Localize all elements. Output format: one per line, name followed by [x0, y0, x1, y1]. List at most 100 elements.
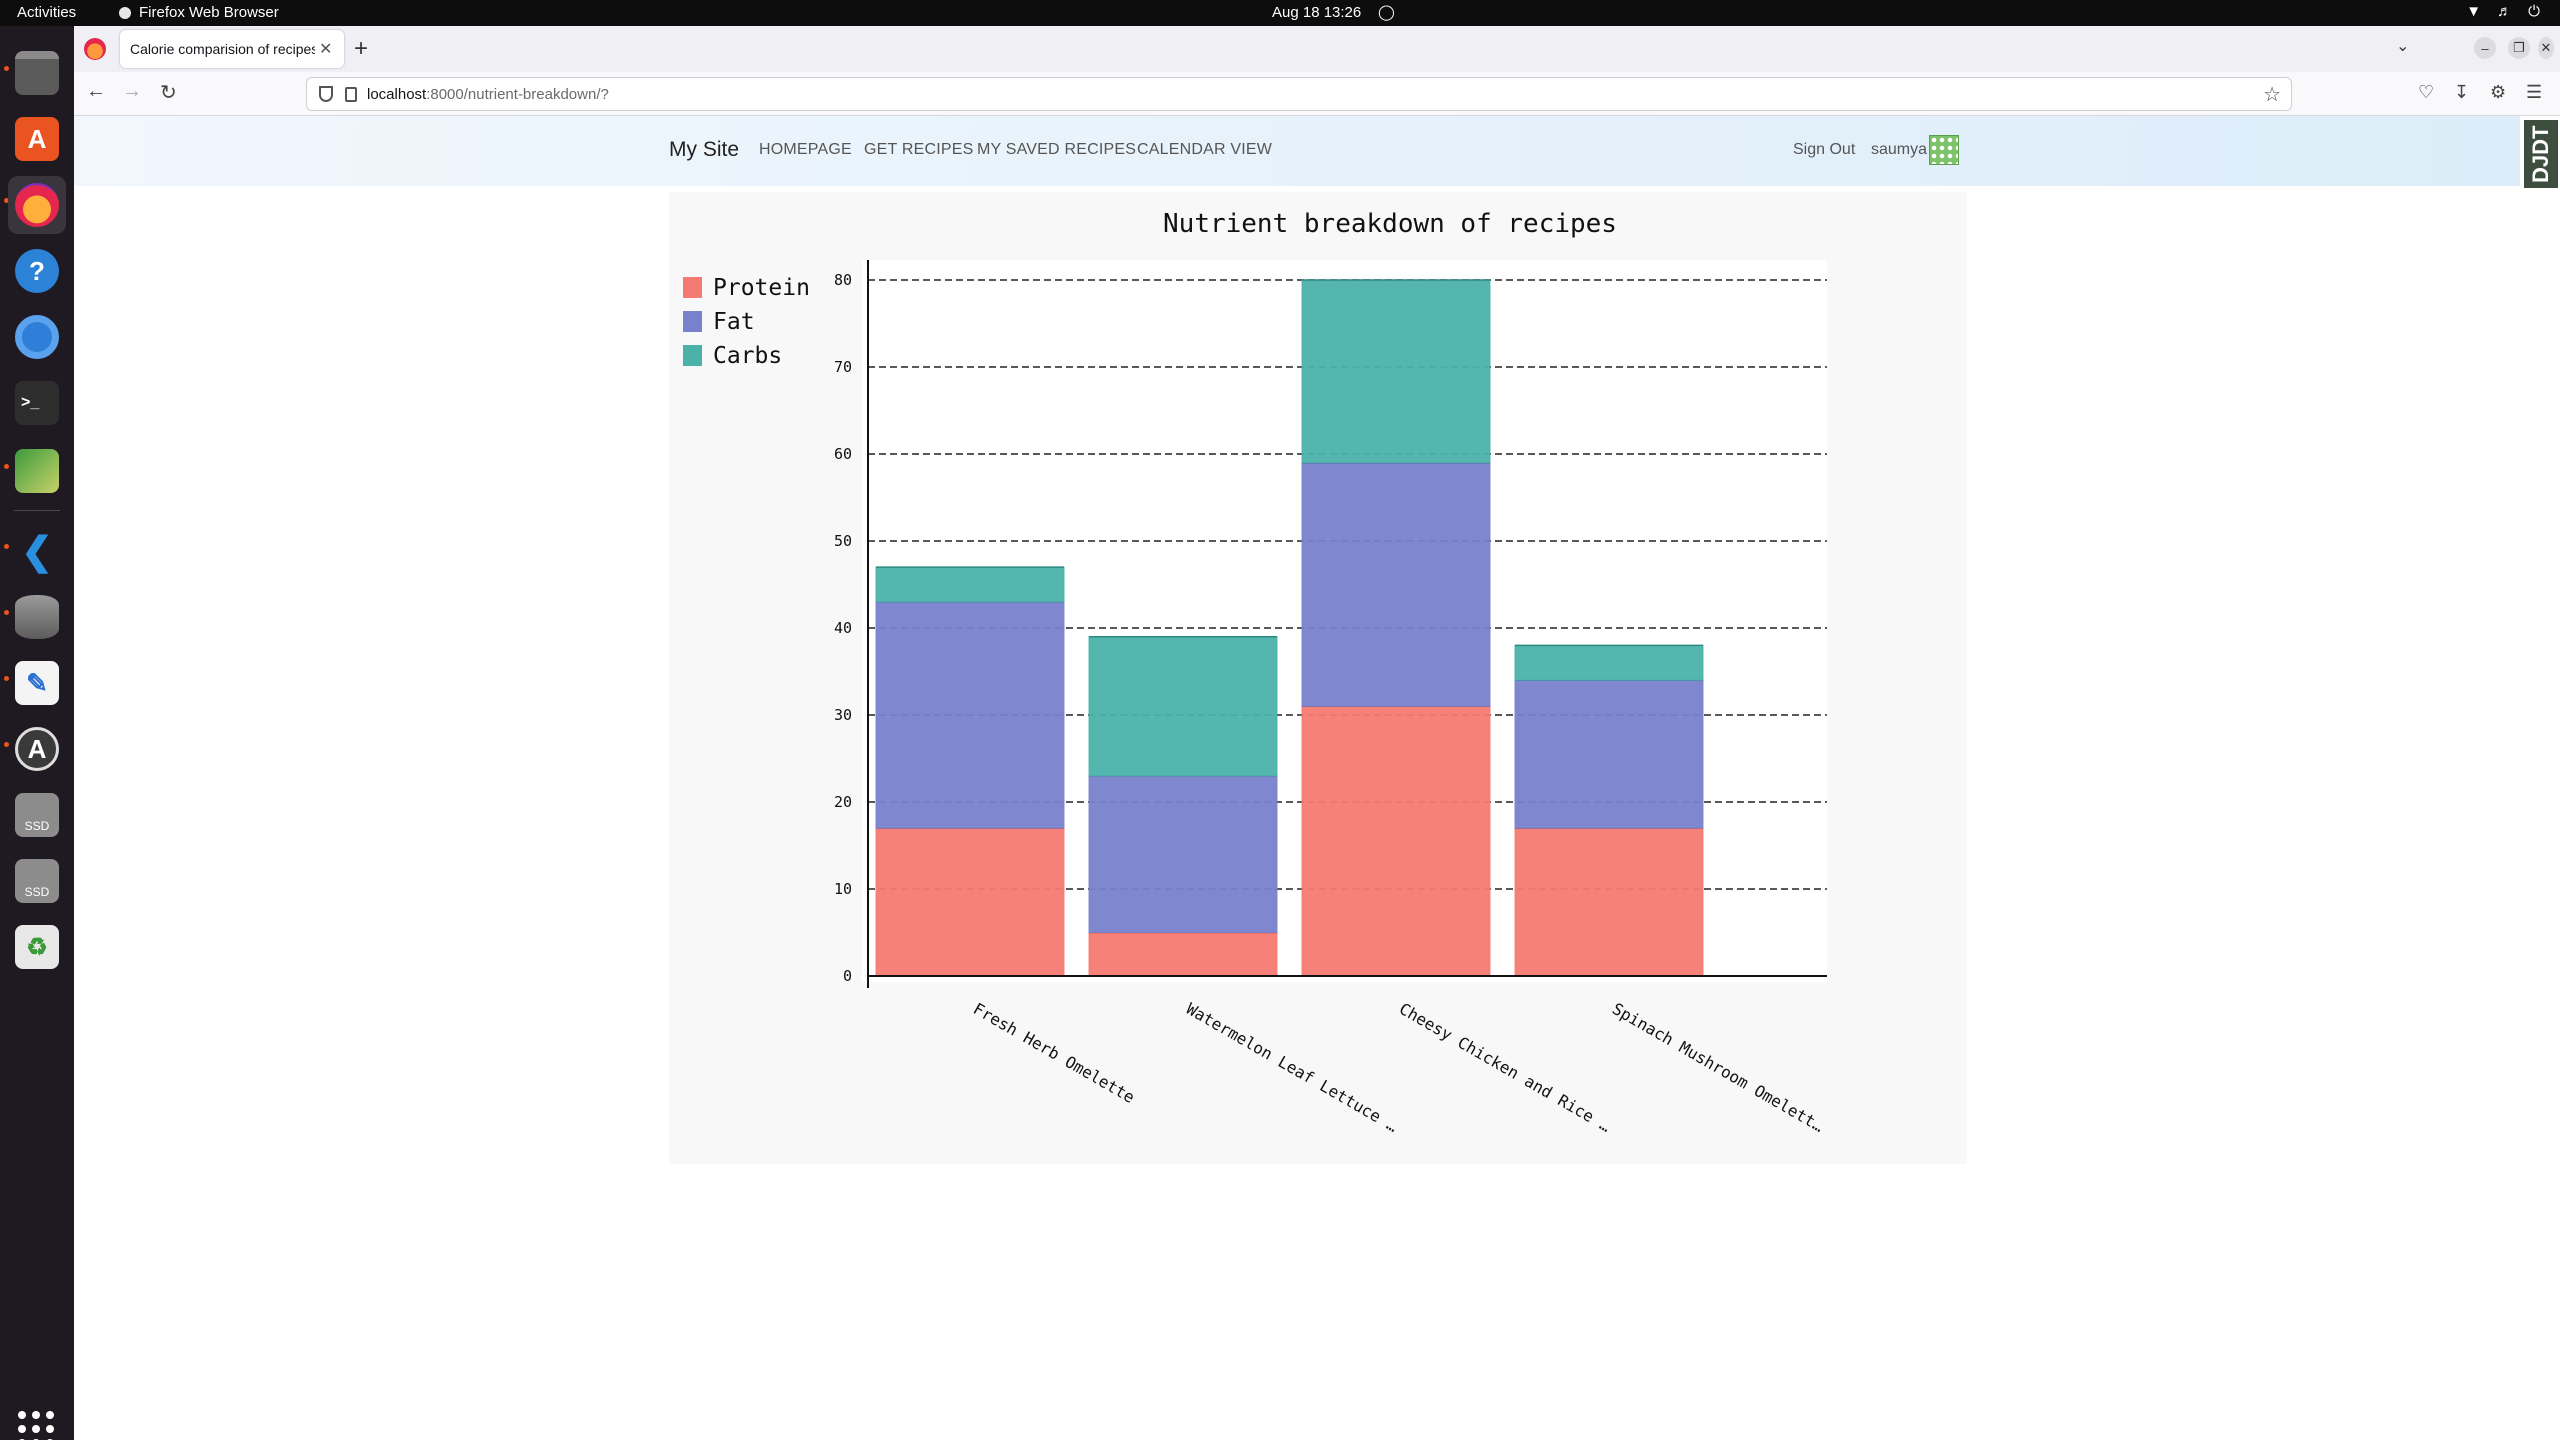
dock-app-center[interactable]: A [8, 110, 66, 168]
firefox-window: Calorie comparision of recipes ✕ + ⌄ – ❐… [74, 26, 2560, 1440]
y-tick-label: 0 [843, 967, 852, 985]
x-tick-label: Fresh Herb Omelette [970, 999, 1138, 1107]
show-applications-icon[interactable] [18, 1411, 54, 1447]
restore-button[interactable]: ❐ [2508, 37, 2530, 59]
image-editor-icon [15, 449, 59, 493]
django-debug-toolbar-handle[interactable]: DJDT [2522, 118, 2560, 190]
running-indicator [4, 66, 9, 71]
bar-protein [1088, 932, 1278, 977]
x-tick-label: Watermelon Leaf Lettuce … [1183, 999, 1401, 1136]
reload-icon[interactable]: ↻ [160, 82, 177, 104]
terminal-icon: >_ [15, 381, 59, 425]
ssd-drive-icon: SSD [15, 859, 59, 903]
text-editor-icon: ✎ [15, 661, 59, 705]
menu-icon[interactable]: ☰ [2526, 82, 2543, 102]
nav-get-recipes[interactable]: GET RECIPES [864, 141, 974, 158]
close-window-button[interactable]: ✕ [2538, 37, 2554, 59]
system-top-bar: Activities Firefox Web Browser Aug 18 13… [0, 0, 2560, 26]
nav-my-saved-recipes[interactable]: MY SAVED RECIPES [977, 141, 1137, 158]
tab-active[interactable]: Calorie comparision of recipes ✕ [120, 30, 344, 68]
bar-fat [1301, 462, 1491, 707]
tracking-protection-icon[interactable] [319, 86, 333, 102]
chart-panel: Nutrient breakdown of recipes 0 10 20 30 40 50… [669, 192, 1967, 1164]
avatar[interactable] [1929, 135, 1959, 165]
dock-ssd-2[interactable]: SSD [8, 852, 66, 910]
dock-image-editor[interactable] [8, 442, 66, 500]
legend-swatch-fat [683, 311, 702, 332]
dock-trash[interactable]: ♻ [8, 918, 66, 976]
x-tick-label: Spinach Mushroom Omelett… [1609, 999, 1827, 1136]
running-indicator [4, 198, 9, 203]
navigation-toolbar: ← → ↻ localhost:8000/nutrient-breakdown/… [74, 72, 2560, 116]
application-dock: A ? >_ ❮ ✎ A SSD SSD ♻ [0, 26, 74, 1447]
active-app-menu[interactable]: Firefox Web Browser [119, 4, 279, 21]
chart-title: Nutrient breakdown of recipes [1163, 209, 1617, 239]
bar-carbs [1514, 644, 1704, 681]
tab-close-icon[interactable]: ✕ [319, 41, 333, 58]
dock-terminal[interactable]: >_ [8, 374, 66, 432]
new-tab-button[interactable]: + [354, 35, 369, 62]
nav-calendar-view[interactable]: CALENDAR VIEW [1137, 141, 1273, 158]
url-bar[interactable]: localhost:8000/nutrient-breakdown/? ☆ [306, 77, 2292, 111]
running-indicator [4, 464, 9, 469]
extensions-icon[interactable]: ⚙ [2490, 82, 2507, 102]
firefox-icon [15, 183, 59, 227]
bar-carbs [875, 566, 1065, 603]
tab-bar: Calorie comparision of recipes ✕ + ⌄ – ❐… [74, 26, 2560, 72]
back-icon[interactable]: ← [86, 80, 106, 102]
bookmark-star-icon[interactable]: ☆ [2263, 84, 2281, 106]
y-tick-label: 40 [834, 619, 852, 637]
power-icon: ⏻ [2528, 3, 2540, 20]
clock[interactable]: Aug 18 13:26 [1272, 4, 1362, 21]
y-tick-label: 10 [834, 880, 852, 898]
dock-text-editor[interactable]: ✎ [8, 654, 66, 712]
dock-files[interactable] [8, 44, 66, 102]
dock-chromium[interactable] [8, 308, 66, 366]
bar-protein [1514, 827, 1704, 977]
notification-bell-icon[interactable]: ◯ [1378, 4, 1395, 21]
bar-fat [1514, 679, 1704, 829]
dock-database[interactable] [8, 588, 66, 646]
bar-carbs [1088, 636, 1278, 777]
page-info-icon[interactable] [345, 86, 357, 102]
legend-swatch-protein [683, 277, 702, 298]
ssd-drive-icon: SSD [15, 793, 59, 837]
activities-button[interactable]: Activities [17, 4, 77, 21]
running-indicator [4, 676, 9, 681]
bar-protein [1301, 705, 1491, 977]
wifi-icon: ▼ [2466, 3, 2482, 20]
list-all-tabs-icon[interactable]: ⌄ [2396, 38, 2410, 55]
y-tick-label: 30 [834, 706, 852, 724]
legend-swatch-carbs [683, 345, 702, 366]
software-updater-icon: A [15, 727, 59, 771]
downloads-icon[interactable]: ↧ [2454, 82, 2470, 102]
sign-out-link[interactable]: Sign Out [1793, 141, 1856, 158]
vscode-icon: ❮ [21, 530, 53, 573]
active-app-name: Firefox Web Browser [139, 4, 279, 21]
page-content: My Site HOMEPAGE GET RECIPES MY SAVED RE… [74, 116, 2560, 1440]
dock-vscode[interactable]: ❮ [8, 522, 66, 580]
minimize-button[interactable]: – [2474, 37, 2496, 59]
dock-ssd-1[interactable]: SSD [8, 786, 66, 844]
system-tray[interactable]: ▼ ♬ ⏻ [2466, 3, 2540, 20]
legend-label-carbs: Carbs [713, 343, 782, 369]
dock-software-updater[interactable]: A [8, 720, 66, 778]
firefox-icon [119, 6, 131, 19]
site-brand[interactable]: My Site [669, 138, 740, 161]
firefox-view-icon[interactable] [84, 38, 106, 60]
y-tick-label: 60 [834, 445, 852, 463]
legend-label-protein: Protein [713, 275, 810, 301]
forward-icon[interactable]: → [122, 80, 142, 102]
bar-protein [875, 827, 1065, 977]
legend-label-fat: Fat [713, 309, 755, 335]
nav-homepage[interactable]: HOMEPAGE [759, 141, 852, 158]
trash-icon: ♻ [15, 925, 59, 969]
dock-help[interactable]: ? [8, 242, 66, 300]
y-tick-label: 80 [834, 271, 852, 289]
dock-firefox[interactable] [8, 176, 66, 234]
pocket-icon[interactable]: ♡ [2418, 82, 2435, 102]
url-text[interactable]: localhost:8000/nutrient-breakdown/? [367, 85, 609, 103]
files-icon [15, 51, 59, 95]
running-indicator [4, 610, 9, 615]
username[interactable]: saumya [1871, 141, 1928, 158]
